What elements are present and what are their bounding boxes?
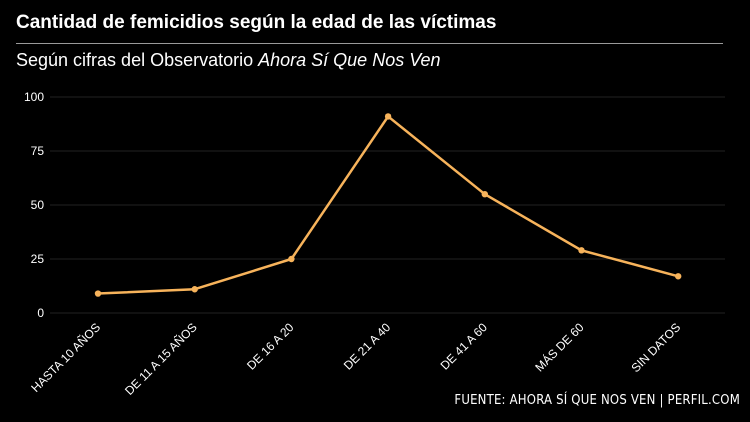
y-tick-label: 75 — [31, 144, 45, 158]
chart-title: Cantidad de femicidios según la edad de … — [16, 12, 497, 33]
data-point — [288, 255, 295, 263]
source-credit: FUENTE: AHORA SÍ QUE NOS VEN | PERFIL.CO… — [454, 393, 740, 408]
x-tick-label: DE 16 A 20 — [244, 320, 297, 373]
x-axis: HASTA 10 AÑOS DE 11 A 15 AÑOS DE 16 A 20 DE… — [28, 319, 683, 398]
subtitle-observatory-name: Ahora Sí Que Nos Ven — [258, 50, 441, 70]
y-axis: 0 25 50 75 100 — [24, 90, 44, 320]
data-point — [384, 113, 392, 120]
x-tick-label: DE 41 A 60 — [438, 320, 491, 373]
data-point — [94, 290, 102, 297]
y-tick-label: 0 — [37, 306, 44, 320]
x-tick-label: MÁS DE 60 — [532, 319, 587, 374]
grid-lines — [50, 96, 725, 314]
x-tick-label: DE 11 A 15 AÑOS — [122, 320, 200, 398]
y-tick-label: 100 — [24, 90, 44, 104]
data-point — [675, 273, 682, 280]
data-point — [481, 191, 488, 198]
data-point — [191, 286, 198, 293]
y-tick-label: 25 — [31, 252, 45, 266]
chart-subtitle: Según cifras del Observatorio Ahora Sí Q… — [16, 50, 441, 71]
data-point — [578, 247, 585, 254]
x-tick-label: HASTA 10 AÑOS — [28, 320, 103, 395]
title-divider — [16, 43, 723, 44]
series-group — [94, 113, 682, 297]
y-tick-label: 50 — [31, 198, 45, 212]
x-tick-label: DE 21 A 40 — [341, 320, 394, 373]
subtitle-text: Según cifras del Observatorio — [16, 50, 259, 70]
x-tick-label: SIN DATOS — [628, 320, 683, 375]
